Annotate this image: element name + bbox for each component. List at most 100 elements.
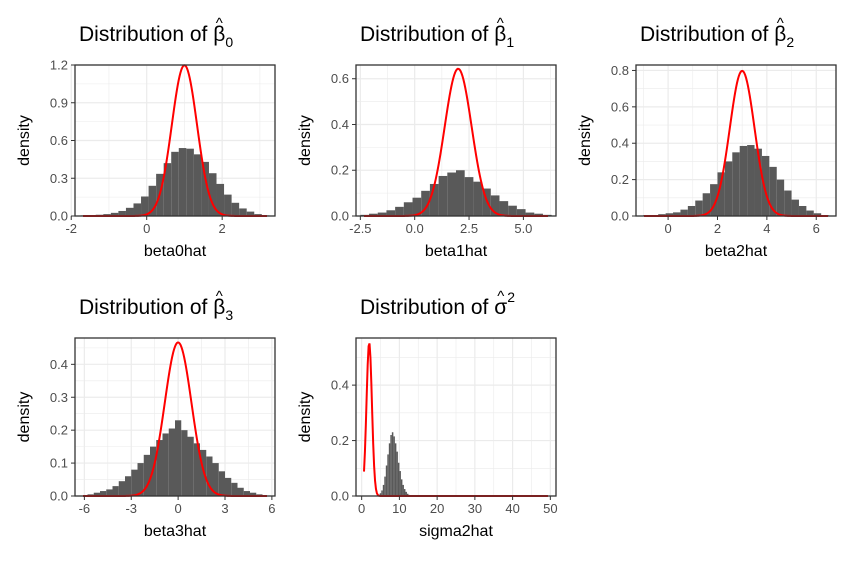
- title-hat: ^: [216, 288, 223, 305]
- title-hat: ^: [497, 15, 504, 32]
- histogram-bar: [717, 172, 725, 216]
- histogram-bar: [118, 481, 125, 496]
- y-tick-label: 0.1: [50, 456, 68, 471]
- histogram-bar: [391, 432, 394, 496]
- chart-panel: 0 2 4 6 0.0 0.2 0.4 0.6 0.8 beta2hat density Distri…: [577, 15, 837, 260]
- x-tick-label: 2.5: [460, 221, 478, 236]
- histogram-bar: [724, 161, 733, 216]
- histogram-bar: [131, 469, 138, 496]
- x-tick-label: 0: [143, 221, 150, 236]
- title-script: 2: [786, 34, 794, 50]
- histogram-bar: [525, 212, 535, 216]
- histogram-bar: [447, 172, 456, 216]
- x-axis-title: sigma2hat: [419, 523, 493, 540]
- x-axis-title: beta2hat: [705, 243, 768, 260]
- histogram-bar: [208, 173, 217, 216]
- histogram-bar: [739, 145, 748, 216]
- histogram-bar: [141, 196, 149, 216]
- title-symbol: σ: [494, 296, 507, 319]
- x-tick-label: 3: [221, 501, 228, 516]
- histogram-bar: [396, 451, 398, 496]
- histogram-bar: [186, 148, 194, 216]
- histogram-bar: [250, 492, 257, 496]
- histogram-bar: [508, 205, 517, 216]
- x-tick-label: 0: [358, 501, 365, 516]
- histogram-bar: [397, 462, 400, 496]
- histogram-bar: [499, 201, 509, 216]
- title-script: 2: [507, 289, 515, 305]
- y-tick-label: 0.0: [50, 209, 68, 224]
- title-prefix: Distribution of: [360, 23, 494, 46]
- x-tick-label: 0: [175, 501, 182, 516]
- y-tick-label: 0.2: [611, 172, 629, 187]
- histogram-bar: [206, 456, 213, 496]
- histogram-bar: [133, 203, 142, 216]
- chart-panel: 0 10 20 30 40 50 0.0 0.2 0.4 sigma2hat density Dist…: [297, 288, 558, 540]
- histogram-bar: [243, 491, 250, 496]
- histogram-bar: [464, 177, 474, 216]
- y-tick-label: 0.9: [50, 95, 68, 110]
- histogram-bar: [695, 200, 703, 216]
- histogram-bar: [386, 210, 396, 216]
- y-tick-label: 0.3: [50, 171, 68, 186]
- histogram-bar: [776, 179, 785, 216]
- histogram-bar: [93, 492, 100, 496]
- title-script: 3: [225, 307, 233, 323]
- title-prefix: Distribution of: [360, 296, 494, 319]
- histogram-bar: [381, 490, 383, 496]
- x-tick-label: -3: [125, 501, 137, 516]
- histogram-bar: [156, 440, 163, 496]
- panel-border: [74, 337, 276, 497]
- histogram-bar: [112, 486, 119, 496]
- histogram-bar: [171, 151, 179, 216]
- y-axis-title: density: [16, 392, 33, 443]
- x-tick-label: 5.0: [514, 221, 532, 236]
- histogram-bar: [769, 166, 777, 216]
- histogram-bar: [148, 185, 157, 216]
- y-axis-title: density: [16, 115, 33, 166]
- histogram-bar: [379, 493, 382, 496]
- histogram-bar: [125, 207, 134, 216]
- title-prefix: Distribution of: [640, 23, 774, 46]
- y-tick-label: 0.0: [331, 489, 349, 504]
- y-tick-label: 0.2: [50, 423, 68, 438]
- histogram-bar: [225, 477, 232, 496]
- histogram-bar: [394, 443, 397, 496]
- x-tick-label: 6: [268, 501, 275, 516]
- panel-border: [635, 64, 837, 217]
- histogram-bar: [784, 190, 792, 216]
- chart-title: Distribution of β1: [360, 23, 514, 50]
- title-symbol: β: [494, 23, 506, 46]
- y-axis-title: density: [297, 115, 314, 166]
- histogram-bar: [798, 205, 807, 216]
- histogram-bar: [118, 210, 126, 216]
- chart-title: Distribution of σ2: [360, 289, 515, 319]
- chart-panel: -2.5 0.0 2.5 5.00.00.20.40.6beta1hatdensity…: [297, 15, 557, 260]
- histogram-bar: [761, 155, 770, 216]
- x-tick-label: 50: [543, 501, 557, 516]
- title-hat: ^: [216, 15, 223, 32]
- histogram-bar: [224, 194, 232, 216]
- title-hat: ^: [777, 15, 784, 32]
- x-axis-title: beta0hat: [144, 243, 207, 260]
- chart-title: Distribution of β3: [79, 296, 233, 323]
- histogram-bar: [421, 190, 430, 216]
- histogram-bar: [403, 489, 406, 496]
- histogram-bar: [665, 213, 674, 216]
- histogram-bar: [534, 213, 543, 216]
- histogram-bar: [393, 436, 395, 496]
- x-tick-label: 2: [219, 221, 226, 236]
- histogram-bar: [100, 491, 107, 496]
- title-symbol: β: [774, 23, 786, 46]
- histogram-bar: [377, 212, 387, 216]
- histogram-bar: [246, 211, 255, 216]
- histogram-bar: [239, 208, 247, 216]
- y-tick-label: 0.6: [50, 133, 68, 148]
- histogram-bar: [201, 161, 209, 216]
- histogram-bar: [710, 184, 718, 216]
- title-script: 1: [506, 34, 514, 50]
- y-tick-label: 0.4: [611, 136, 629, 151]
- x-tick-label: 0: [664, 221, 671, 236]
- y-tick-label: 0.3: [50, 390, 68, 405]
